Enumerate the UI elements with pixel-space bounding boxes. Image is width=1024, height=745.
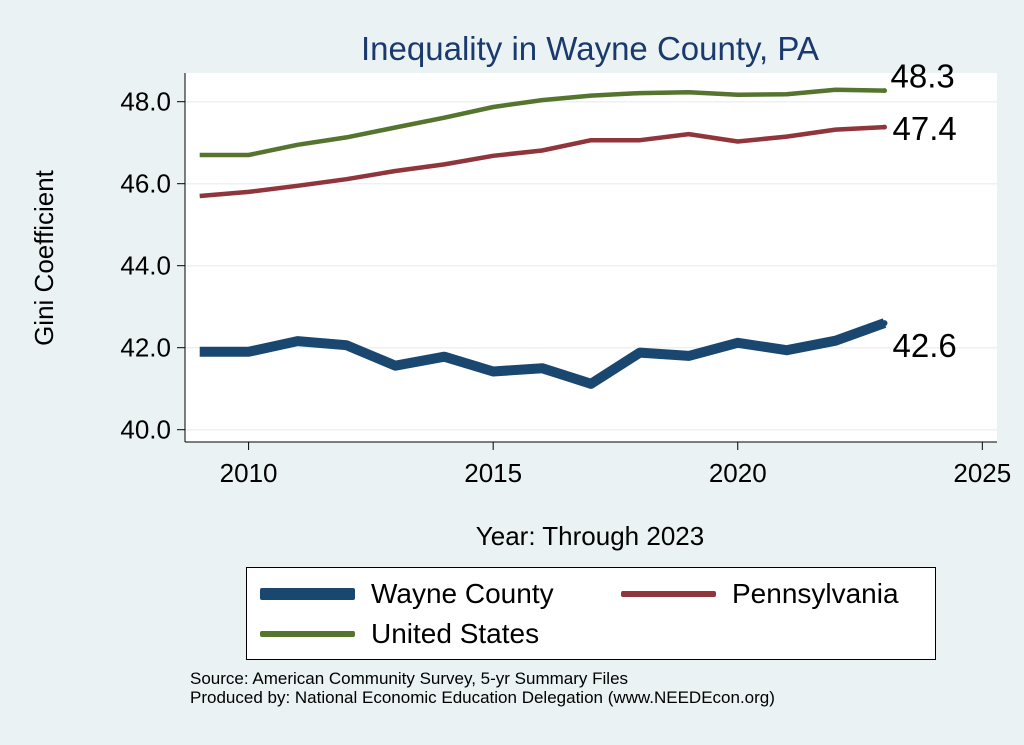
y-tick-label: 46.0 bbox=[120, 169, 171, 199]
legend-swatch-pennsylvania bbox=[621, 591, 716, 597]
chart-title: Inequality in Wayne County, PA bbox=[361, 30, 819, 67]
data-labels: 42.6 47.4 48.3 bbox=[890, 58, 956, 364]
y-tick-label: 48.0 bbox=[120, 87, 171, 117]
y-axis-title: Gini Coefficient bbox=[29, 169, 59, 346]
series-end-point bbox=[881, 320, 888, 327]
series-line-2 bbox=[199, 87, 885, 158]
legend-label-wayne-county: Wayne County bbox=[371, 578, 554, 609]
axes: 40.0 42.0 44.0 46.0 48.0 2010 2015 2020 2025 bbox=[120, 73, 1011, 488]
series-line-1 bbox=[199, 124, 885, 199]
end-value-label: 47.4 bbox=[892, 110, 956, 147]
legend-label-pennsylvania: Pennsylvania bbox=[732, 578, 899, 609]
x-axis-title: Year: Through 2023 bbox=[476, 521, 704, 551]
legend-label-united-states: United States bbox=[371, 618, 540, 649]
x-tick-label: 2010 bbox=[220, 458, 278, 488]
series-lines bbox=[199, 87, 888, 389]
source-note: Source: American Community Survey, 5-yr … bbox=[190, 669, 775, 707]
legend-swatch-united-states bbox=[260, 631, 355, 637]
y-tick-label: 44.0 bbox=[120, 251, 171, 281]
x-tick-label: 2025 bbox=[953, 458, 1011, 488]
y-tick-label: 42.0 bbox=[120, 333, 171, 363]
x-tick-label: 2020 bbox=[709, 458, 767, 488]
source-line: Source: American Community Survey, 5-yr … bbox=[190, 669, 629, 688]
legend-swatch-wayne-county bbox=[260, 588, 355, 600]
series-end-point bbox=[881, 88, 887, 94]
legend-item-wayne-county: Wayne County bbox=[260, 577, 554, 611]
chart-svg: 40.0 42.0 44.0 46.0 48.0 2010 2015 2020 2025 42.… bbox=[29, 30, 1011, 551]
end-value-label: 42.6 bbox=[892, 327, 956, 364]
legend: Wayne County Pennsylvania United States bbox=[246, 567, 936, 660]
legend-item-united-states: United States bbox=[260, 617, 539, 651]
producer-line: Produced by: National Economic Education… bbox=[190, 688, 775, 707]
series-line-0 bbox=[199, 318, 887, 389]
x-tick-label: 2015 bbox=[464, 458, 522, 488]
end-value-label: 48.3 bbox=[890, 58, 954, 95]
series-end-point bbox=[881, 124, 887, 130]
legend-item-pennsylvania: Pennsylvania bbox=[621, 577, 899, 611]
y-tick-label: 40.0 bbox=[120, 415, 171, 445]
